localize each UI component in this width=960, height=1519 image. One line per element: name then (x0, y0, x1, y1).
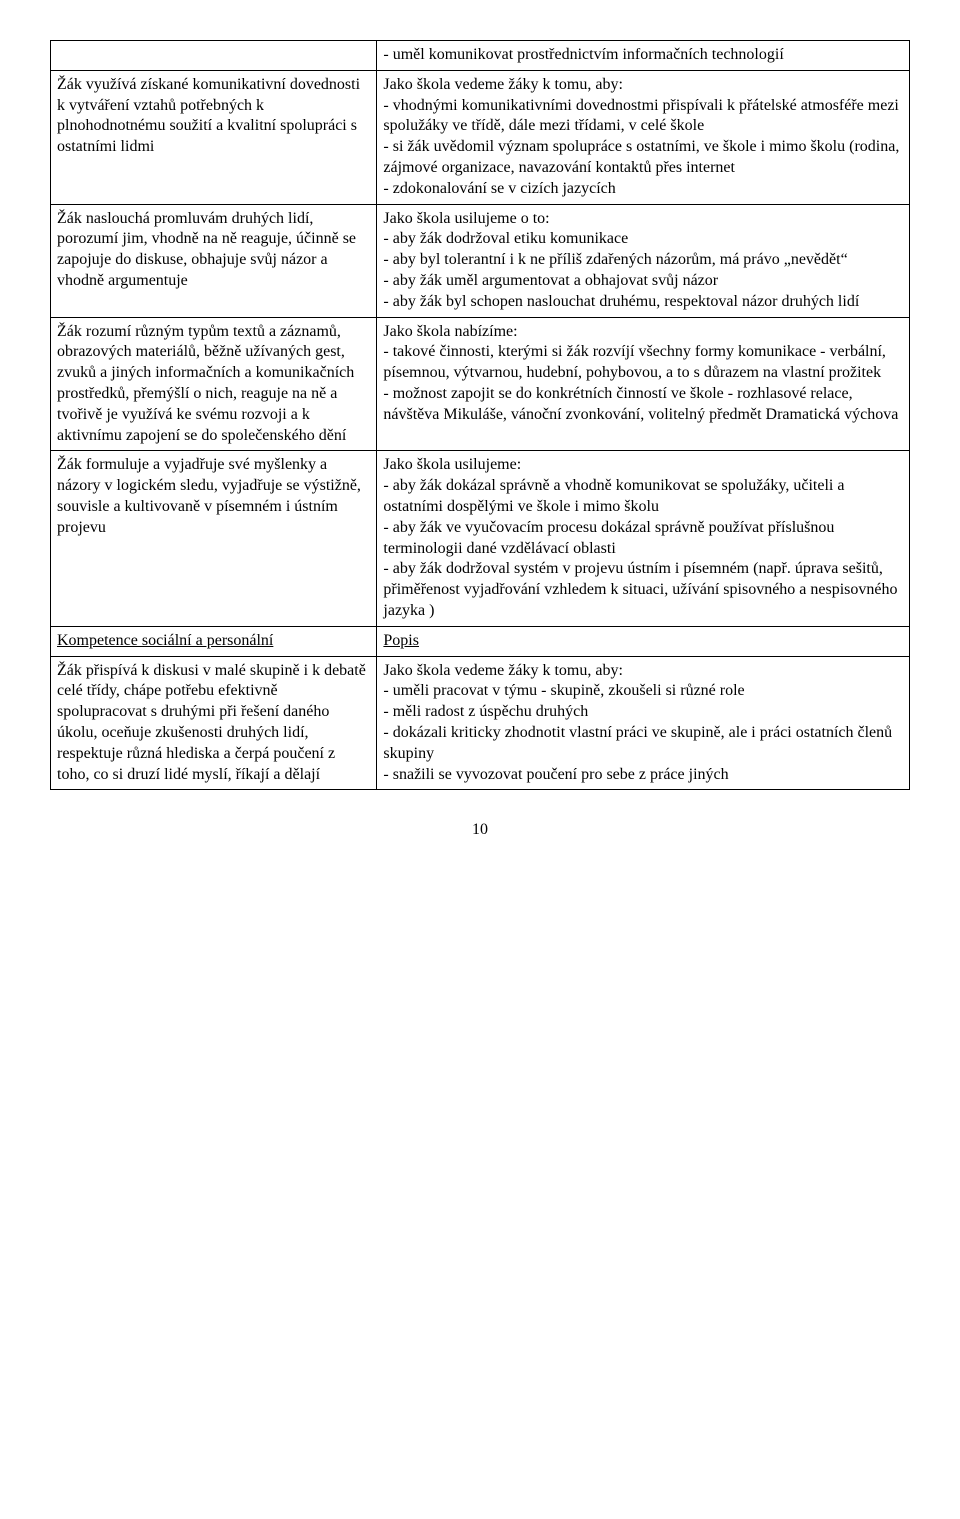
cell-left (51, 41, 377, 71)
heading-right: Popis (377, 626, 910, 656)
table-row: Žák přispívá k diskusi v malé skupině i … (51, 656, 910, 790)
cell-left: Žák přispívá k diskusi v malé skupině i … (51, 656, 377, 790)
cell-right: Jako škola vedeme žáky k tomu, aby: - um… (377, 656, 910, 790)
cell-right: Jako škola vedeme žáky k tomu, aby: - vh… (377, 70, 910, 204)
competency-table: - uměl komunikovat prostřednictvím infor… (50, 40, 910, 790)
cell-left: Žák rozumí různým typům textů a záznamů,… (51, 317, 377, 451)
section-heading-row: Kompetence sociální a personální Popis (51, 626, 910, 656)
page-number: 10 (50, 820, 910, 841)
table-row: Žák využívá získané komunikativní dovedn… (51, 70, 910, 204)
table-row: Žák naslouchá promluvám druhých lidí, po… (51, 204, 910, 317)
heading-left: Kompetence sociální a personální (51, 626, 377, 656)
table-row: - uměl komunikovat prostřednictvím infor… (51, 41, 910, 71)
cell-right: - uměl komunikovat prostřednictvím infor… (377, 41, 910, 71)
heading-right-text: Popis (383, 632, 419, 649)
cell-left: Žák formuluje a vyjadřuje své myšlenky a… (51, 451, 377, 626)
cell-right: Jako škola nabízíme: - takové činnosti, … (377, 317, 910, 451)
table-row: Žák rozumí různým typům textů a záznamů,… (51, 317, 910, 451)
heading-left-text: Kompetence sociální a personální (57, 632, 273, 649)
table-row: Žák formuluje a vyjadřuje své myšlenky a… (51, 451, 910, 626)
cell-right: Jako škola usilujeme: - aby žák dokázal … (377, 451, 910, 626)
cell-left: Žák využívá získané komunikativní dovedn… (51, 70, 377, 204)
cell-right: Jako škola usilujeme o to: - aby žák dod… (377, 204, 910, 317)
cell-left: Žák naslouchá promluvám druhých lidí, po… (51, 204, 377, 317)
